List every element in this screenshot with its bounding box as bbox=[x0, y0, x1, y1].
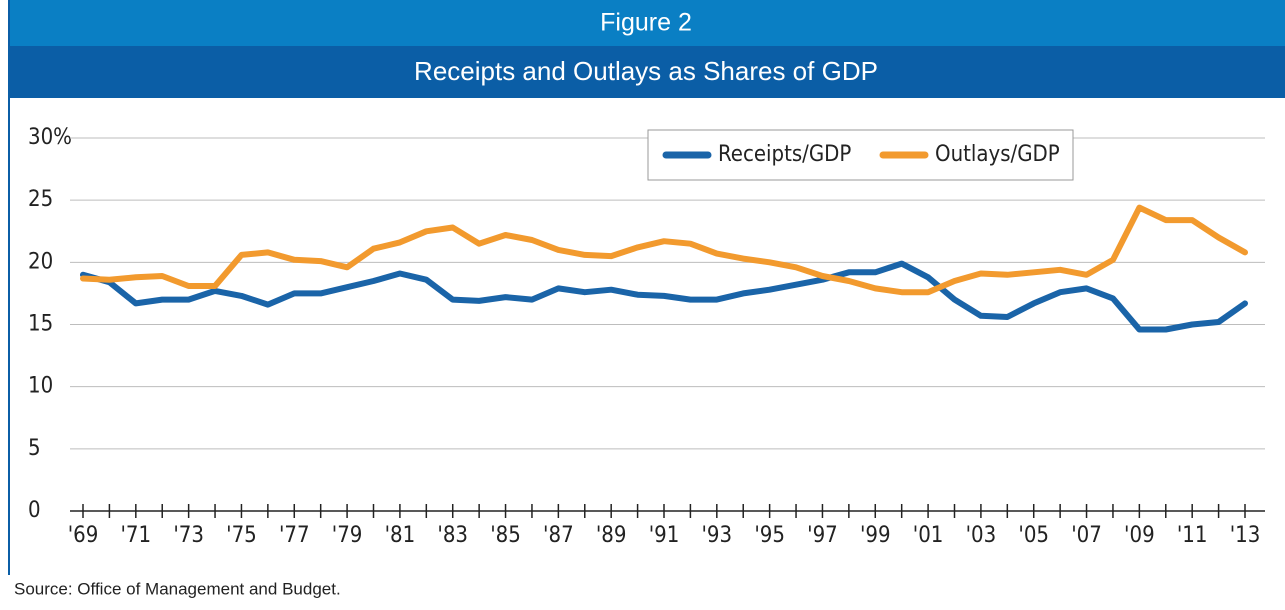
series-line bbox=[80, 204, 1248, 296]
x-tick-label: '85 bbox=[490, 523, 521, 548]
x-tick-label: '99 bbox=[860, 523, 891, 548]
x-tick-label: '97 bbox=[807, 523, 838, 548]
y-tick-label: 5 bbox=[28, 436, 41, 461]
x-tick-label: '71 bbox=[121, 523, 152, 548]
y-tick-label: 20 bbox=[28, 249, 53, 274]
source-note: Source: Office of Management and Budget. bbox=[14, 579, 341, 598]
x-tick-label: '11 bbox=[1177, 523, 1208, 548]
x-tick-label: '89 bbox=[596, 523, 627, 548]
x-tick-label: '87 bbox=[543, 523, 574, 548]
x-tick-label: '91 bbox=[649, 523, 680, 548]
y-tick-label: 30% bbox=[28, 125, 72, 150]
y-tick-label: 0 bbox=[28, 498, 41, 523]
x-tick-label: '05 bbox=[1018, 523, 1049, 548]
y-tick-label: 15 bbox=[28, 312, 53, 337]
series-line bbox=[80, 260, 1248, 333]
chart-title: Receipts and Outlays as Shares of GDP bbox=[414, 56, 878, 86]
figure-band bbox=[8, 0, 1285, 46]
x-tick-label: '95 bbox=[754, 523, 785, 548]
x-tick-label: '03 bbox=[966, 523, 997, 548]
x-tick-label: '13 bbox=[1230, 523, 1261, 548]
x-tick-label: '79 bbox=[332, 523, 363, 548]
x-tick-label: '93 bbox=[702, 523, 733, 548]
x-tick-label: '83 bbox=[437, 523, 468, 548]
title-band bbox=[8, 46, 1285, 98]
legend-label: Outlays/GDP bbox=[935, 142, 1060, 167]
x-tick-label: '01 bbox=[913, 523, 944, 548]
y-tick-label: 25 bbox=[28, 187, 53, 212]
x-tick-label: '07 bbox=[1071, 523, 1102, 548]
x-tick-label: '75 bbox=[226, 523, 257, 548]
legend: Receipts/GDP Outlays/GDP bbox=[647, 129, 1074, 181]
legend-box bbox=[647, 129, 1074, 181]
figure-label: Figure 2 bbox=[600, 9, 692, 37]
x-tick-label: '69 bbox=[68, 523, 99, 548]
x-tick-label: '09 bbox=[1124, 523, 1155, 548]
x-tick-label: '77 bbox=[279, 523, 310, 548]
x-tick-label: '73 bbox=[173, 523, 204, 548]
x-tick-label: '81 bbox=[385, 523, 416, 548]
legend-label: Receipts/GDP bbox=[718, 142, 851, 167]
y-tick-label: 10 bbox=[28, 374, 53, 399]
